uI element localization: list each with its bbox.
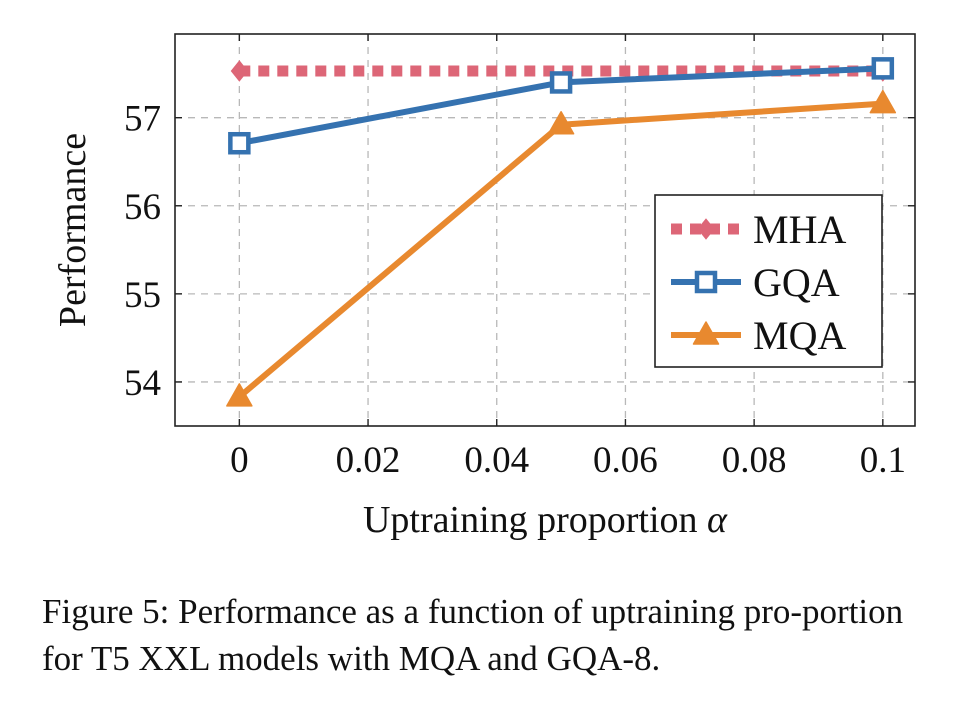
data-point-mha xyxy=(230,60,248,82)
x-axis-label: Uptraining proportion α xyxy=(363,499,728,541)
ticks: 0 0.02 0.04 0.06 0.08 0.1 54 55 56 57 xyxy=(124,34,915,481)
data-point-mqa xyxy=(547,110,575,135)
y-axis-label: Performance xyxy=(52,133,94,327)
plot-frame xyxy=(174,33,916,427)
data-point-gqa xyxy=(228,131,251,155)
x-tick-label: 0.06 xyxy=(593,440,658,481)
x-tick-label: 0.02 xyxy=(336,440,401,481)
y-tick-label: 55 xyxy=(124,275,161,316)
legend: MHA GQA MQA xyxy=(654,194,883,368)
data-point-mqa xyxy=(226,383,253,407)
data-point-gqa xyxy=(549,71,573,94)
x-tick-label: 0.1 xyxy=(860,440,906,481)
x-tick-label: 0 xyxy=(230,440,249,481)
y-tick-label: 54 xyxy=(124,363,161,404)
legend-label-gqa: GQA xyxy=(753,260,840,305)
legend-label-mha: MHA xyxy=(753,207,846,252)
y-tick-label: 56 xyxy=(124,187,161,228)
legend-marker-gqa xyxy=(694,270,718,294)
x-tick-label: 0.08 xyxy=(722,440,787,481)
figure-caption: Figure 5: Performance as a function of u… xyxy=(42,592,904,678)
data-point-mqa xyxy=(869,89,897,114)
series-layer xyxy=(226,57,897,407)
legend-marker-mha xyxy=(697,218,715,240)
x-tick-label: 0.04 xyxy=(464,440,529,481)
x-axis-label-text: Uptraining proportion xyxy=(363,499,698,541)
x-axis-label-symbol: α xyxy=(707,499,728,541)
legend-marker-mqa xyxy=(692,321,720,345)
data-point-gqa xyxy=(871,57,895,80)
y-tick-label: 57 xyxy=(124,99,161,140)
chart: 0 0.02 0.04 0.06 0.08 0.1 54 55 56 57 Performance… xyxy=(52,33,916,541)
legend-label-mqa: MQA xyxy=(753,313,846,358)
